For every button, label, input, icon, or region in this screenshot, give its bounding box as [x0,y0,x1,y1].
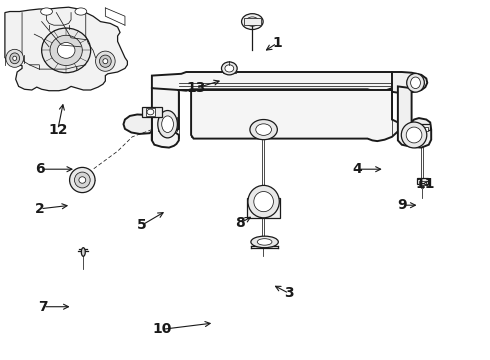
Bar [146,108,155,116]
Bar [418,127,428,131]
Text: 9: 9 [397,198,407,212]
Bar [247,198,280,218]
Ellipse shape [406,127,422,143]
Text: 5: 5 [137,218,147,232]
Ellipse shape [162,116,173,132]
Ellipse shape [158,111,177,138]
Polygon shape [398,86,431,148]
Text: 8: 8 [235,216,245,230]
Ellipse shape [41,8,52,15]
Text: 12: 12 [48,123,68,136]
Ellipse shape [147,109,154,115]
Ellipse shape [250,120,277,140]
Bar [142,107,162,117]
Bar [417,178,428,184]
Ellipse shape [256,124,271,135]
Polygon shape [123,114,152,140]
Ellipse shape [246,17,259,26]
Bar [416,124,430,130]
Text: 2: 2 [35,202,45,216]
Ellipse shape [254,192,273,212]
Ellipse shape [99,55,111,67]
Polygon shape [152,88,399,148]
Ellipse shape [401,122,427,148]
Ellipse shape [81,248,85,256]
Ellipse shape [70,167,95,193]
Polygon shape [392,72,427,93]
Polygon shape [5,7,127,91]
Ellipse shape [411,77,420,89]
Ellipse shape [103,59,108,64]
Ellipse shape [10,53,20,64]
Ellipse shape [221,62,237,75]
Bar [244,18,261,25]
Text: 3: 3 [284,287,294,300]
Ellipse shape [251,236,278,248]
Ellipse shape [242,14,263,30]
Text: 10: 10 [152,323,172,336]
Bar [419,181,426,185]
Text: 11: 11 [416,177,435,190]
Ellipse shape [13,56,17,60]
Ellipse shape [57,42,75,58]
Text: 13: 13 [186,81,206,95]
Text: 1: 1 [272,36,282,50]
Ellipse shape [42,28,91,73]
Ellipse shape [6,49,24,67]
Ellipse shape [74,172,90,188]
Ellipse shape [75,8,87,15]
Ellipse shape [79,177,86,183]
Ellipse shape [225,65,234,72]
Ellipse shape [248,185,279,218]
Ellipse shape [407,73,424,92]
Polygon shape [152,72,398,93]
Text: 7: 7 [38,300,48,314]
Ellipse shape [96,51,115,71]
Ellipse shape [257,239,272,245]
Text: 6: 6 [35,162,45,176]
Bar [223,68,236,73]
Ellipse shape [50,35,82,66]
Text: 4: 4 [353,162,363,176]
